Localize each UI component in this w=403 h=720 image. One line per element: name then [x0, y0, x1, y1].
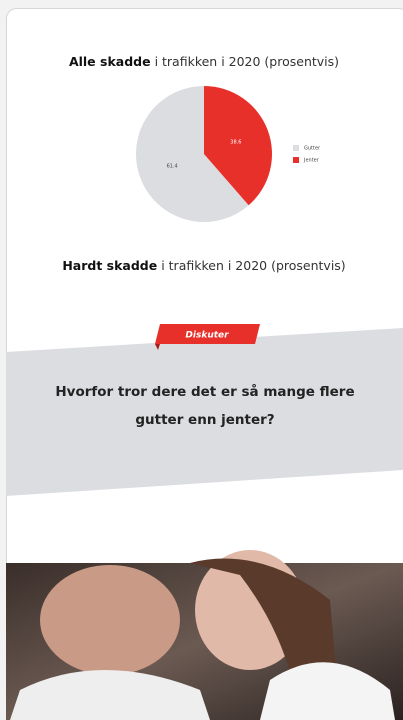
slice-label: 61.4 [167, 163, 178, 169]
legend-swatch [293, 145, 299, 151]
discussion-question: Hvorfor tror dere det er så mange flere … [40, 378, 370, 434]
question-box: Hvorfor tror dere det er så mange flere … [40, 378, 370, 438]
title-bold: Alle skadde [69, 54, 151, 69]
page: Alle skadde i trafikken i 2020 (prosentv… [0, 0, 403, 720]
discussion-tag: Diskuter [185, 331, 229, 341]
second-heading: Hardt skadde i trafikken i 2020 (prosent… [62, 258, 345, 273]
pie-chart: 61.4 38.6 [136, 86, 272, 222]
legend-label: Jenter [303, 158, 320, 164]
heading-bold: Hardt skadde [62, 258, 157, 273]
slice-label: 38.6 [230, 140, 241, 146]
chart-title: Alle skadde i trafikken i 2020 (prosentv… [69, 54, 339, 69]
heading-rest: i trafikken i 2020 (prosentvis) [161, 258, 345, 273]
photo [6, 550, 403, 720]
legend-label: Gutter [304, 146, 321, 152]
legend-swatch [293, 157, 299, 163]
title-rest: i trafikken i 2020 (prosentvis) [155, 54, 339, 69]
